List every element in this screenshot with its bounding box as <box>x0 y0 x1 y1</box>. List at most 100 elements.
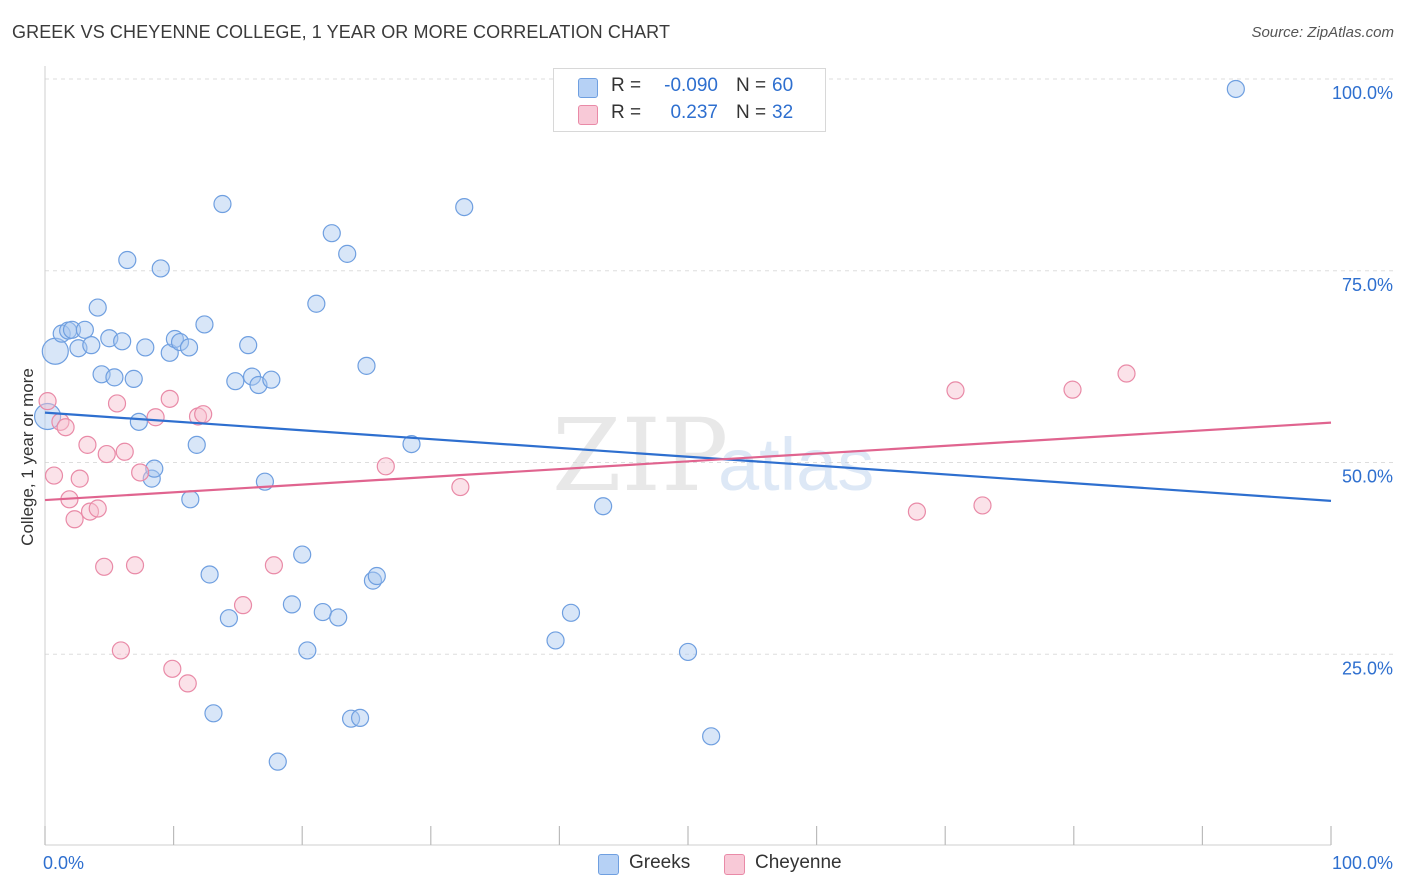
y-tick-label: 75.0% <box>1342 275 1393 295</box>
legend-n-value: 60 <box>772 75 794 96</box>
greeks-point <box>179 338 199 357</box>
cheyenne-point <box>131 463 150 482</box>
cheyenne-point <box>88 499 107 518</box>
greeks-point <box>219 609 238 628</box>
greeks-point <box>145 459 164 478</box>
greeks-point <box>129 412 148 431</box>
greeks-point <box>187 435 206 454</box>
greeks-point <box>124 369 143 388</box>
cheyenne-point <box>146 408 165 427</box>
cheyenne-point <box>111 641 130 660</box>
greeks-point <box>33 402 62 431</box>
greeks-point <box>313 602 332 622</box>
greeks-point <box>322 224 341 243</box>
cheyenne-point <box>1063 380 1082 399</box>
greeks-point <box>136 338 155 357</box>
greeks-point <box>113 332 132 351</box>
greeks-point <box>282 595 302 614</box>
cheyenne-trend-line <box>44 421 1332 502</box>
greeks-swatch <box>598 854 619 875</box>
correlation-legend: R = -0.090 N = 60 R = 0.237 N = 32 <box>553 68 826 132</box>
greeks-trend-line <box>44 411 1332 502</box>
cheyenne-point <box>160 389 179 408</box>
cheyenne-point <box>107 394 127 413</box>
greeks-point <box>204 704 223 723</box>
cheyenne-point <box>95 557 114 576</box>
cheyenne-point <box>125 556 145 575</box>
greeks-point <box>200 565 219 584</box>
cheyenne-point <box>1117 364 1136 383</box>
greeks-point <box>195 315 214 334</box>
cheyenne-point <box>194 405 213 424</box>
greeks-point <box>402 434 421 454</box>
cheyenne-point <box>264 556 284 575</box>
axis-labels: 25.0% 50.0% 75.0% 100.0% 0.0% 100.0% College, … <box>18 83 1393 873</box>
cheyenne-point <box>38 392 57 411</box>
cheyenne-point <box>97 444 116 464</box>
greeks-point <box>151 259 170 278</box>
greeks-point <box>594 497 613 516</box>
greeks-point <box>678 642 698 662</box>
legend-r-value: 0.237 <box>670 102 718 123</box>
greeks-point <box>181 490 200 509</box>
legend-n-label: N = <box>736 75 767 96</box>
greeks-point <box>88 298 107 317</box>
greeks-point <box>75 320 94 339</box>
legend-r-value: -0.090 <box>664 75 718 96</box>
greeks-point <box>307 294 326 313</box>
greeks-point <box>367 566 386 586</box>
greeks-point <box>298 641 317 660</box>
cheyenne-point <box>376 457 395 476</box>
cheyenne-point <box>78 435 97 454</box>
greeks-point <box>170 332 190 352</box>
y-tick-label: 50.0% <box>1342 467 1393 487</box>
greeks-point <box>118 250 137 270</box>
cheyenne-point <box>44 466 64 485</box>
greeks-point <box>268 752 287 771</box>
y-axis-title: College, 1 year or more <box>18 368 37 546</box>
cheyenne-label: Cheyenne <box>755 852 842 873</box>
chart-title: GREEK VS CHEYENNE COLLEGE, 1 YEAR OR MOR… <box>12 22 671 42</box>
greeks-point <box>82 336 101 355</box>
trend-lines <box>44 411 1332 502</box>
watermark-zip: ZIP <box>552 397 728 514</box>
y-tick-label: 100.0% <box>1332 83 1393 103</box>
greeks-point <box>546 631 565 650</box>
cheyenne-point <box>56 418 75 437</box>
greeks-point <box>239 336 258 355</box>
cheyenne-point <box>907 502 927 521</box>
cheyenne-point <box>973 496 992 515</box>
source-credit: Source: ZipAtlas.com <box>1251 24 1394 41</box>
greeks-point <box>226 372 245 391</box>
greeks-point <box>262 370 281 389</box>
grid-lines <box>45 78 1394 655</box>
watermark: ZIP atlas <box>552 397 874 514</box>
legend-n-value: 32 <box>772 102 794 123</box>
greeks-point <box>350 708 370 728</box>
cheyenne-point <box>233 596 253 615</box>
greeks-point <box>357 356 376 375</box>
y-tick-label: 25.0% <box>1342 658 1393 678</box>
cheyenne-swatch <box>578 105 598 125</box>
cheyenne-point <box>70 469 89 488</box>
greeks-point <box>293 545 312 564</box>
cheyenne-point <box>163 659 182 678</box>
cheyenne-point <box>946 381 965 400</box>
cheyenne-point <box>115 442 134 461</box>
x-tick-label: 100.0% <box>1332 853 1393 873</box>
greeks-point <box>213 194 232 214</box>
axes <box>44 66 1332 846</box>
cheyenne-point <box>451 477 470 497</box>
greeks-point <box>1226 79 1245 99</box>
greeks-point <box>338 244 357 263</box>
greeks-point <box>105 368 124 387</box>
cheyenne-point <box>178 674 197 693</box>
greeks-point <box>702 727 721 746</box>
legend-r-label: R = <box>611 75 642 96</box>
greeks-point <box>455 197 474 217</box>
greeks-point <box>561 603 581 622</box>
greeks-label: Greeks <box>629 852 691 873</box>
greeks-point <box>165 329 184 349</box>
greeks-swatch <box>578 78 598 98</box>
